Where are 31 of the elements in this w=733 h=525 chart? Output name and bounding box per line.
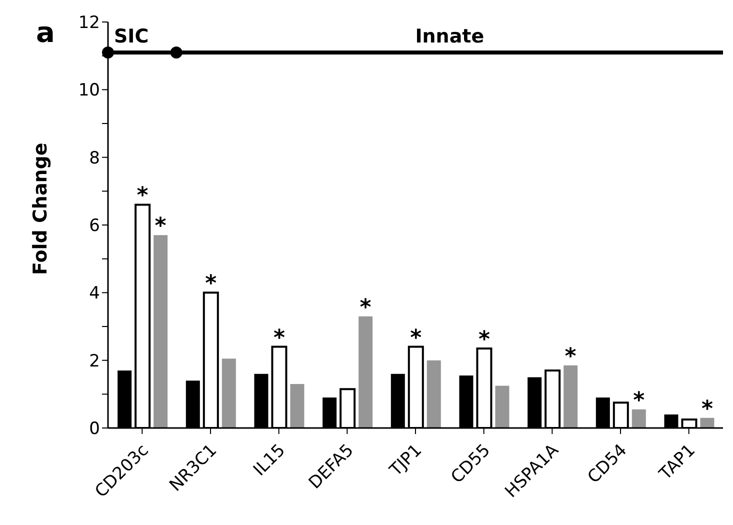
data-label: * bbox=[410, 326, 422, 351]
annotation: SIC bbox=[114, 25, 149, 48]
y-axis-title: Fold Change bbox=[30, 142, 52, 275]
bar bbox=[358, 316, 373, 428]
data-label: * bbox=[273, 326, 286, 351]
text: a bbox=[36, 16, 55, 49]
data-label: * bbox=[564, 344, 577, 370]
y-tick-label: 6 bbox=[89, 216, 100, 236]
data-label: * bbox=[205, 272, 218, 297]
data-label: * bbox=[478, 327, 490, 352]
data-label: * bbox=[633, 388, 646, 414]
bar bbox=[426, 360, 441, 428]
bar bbox=[222, 358, 236, 428]
annotation: Innate bbox=[415, 25, 484, 48]
y-tick-label: 12 bbox=[78, 13, 100, 34]
bar bbox=[495, 386, 510, 428]
x-tick-label: TJP1 bbox=[385, 440, 426, 482]
bar bbox=[700, 418, 714, 428]
y-tick-label: 4 bbox=[89, 284, 100, 304]
y-tick-label: 2 bbox=[89, 351, 100, 372]
data-label: * bbox=[701, 396, 714, 422]
y-tick-label: 0 bbox=[89, 419, 100, 440]
data-label: * bbox=[136, 184, 149, 209]
bar bbox=[290, 384, 304, 428]
y-tick-label: 8 bbox=[89, 148, 100, 168]
bar bbox=[564, 365, 578, 428]
data-label: * bbox=[154, 214, 167, 240]
y-tick-label: 10 bbox=[78, 80, 100, 101]
bar bbox=[154, 235, 168, 428]
bar bbox=[632, 409, 646, 428]
data-label: * bbox=[360, 295, 372, 320]
